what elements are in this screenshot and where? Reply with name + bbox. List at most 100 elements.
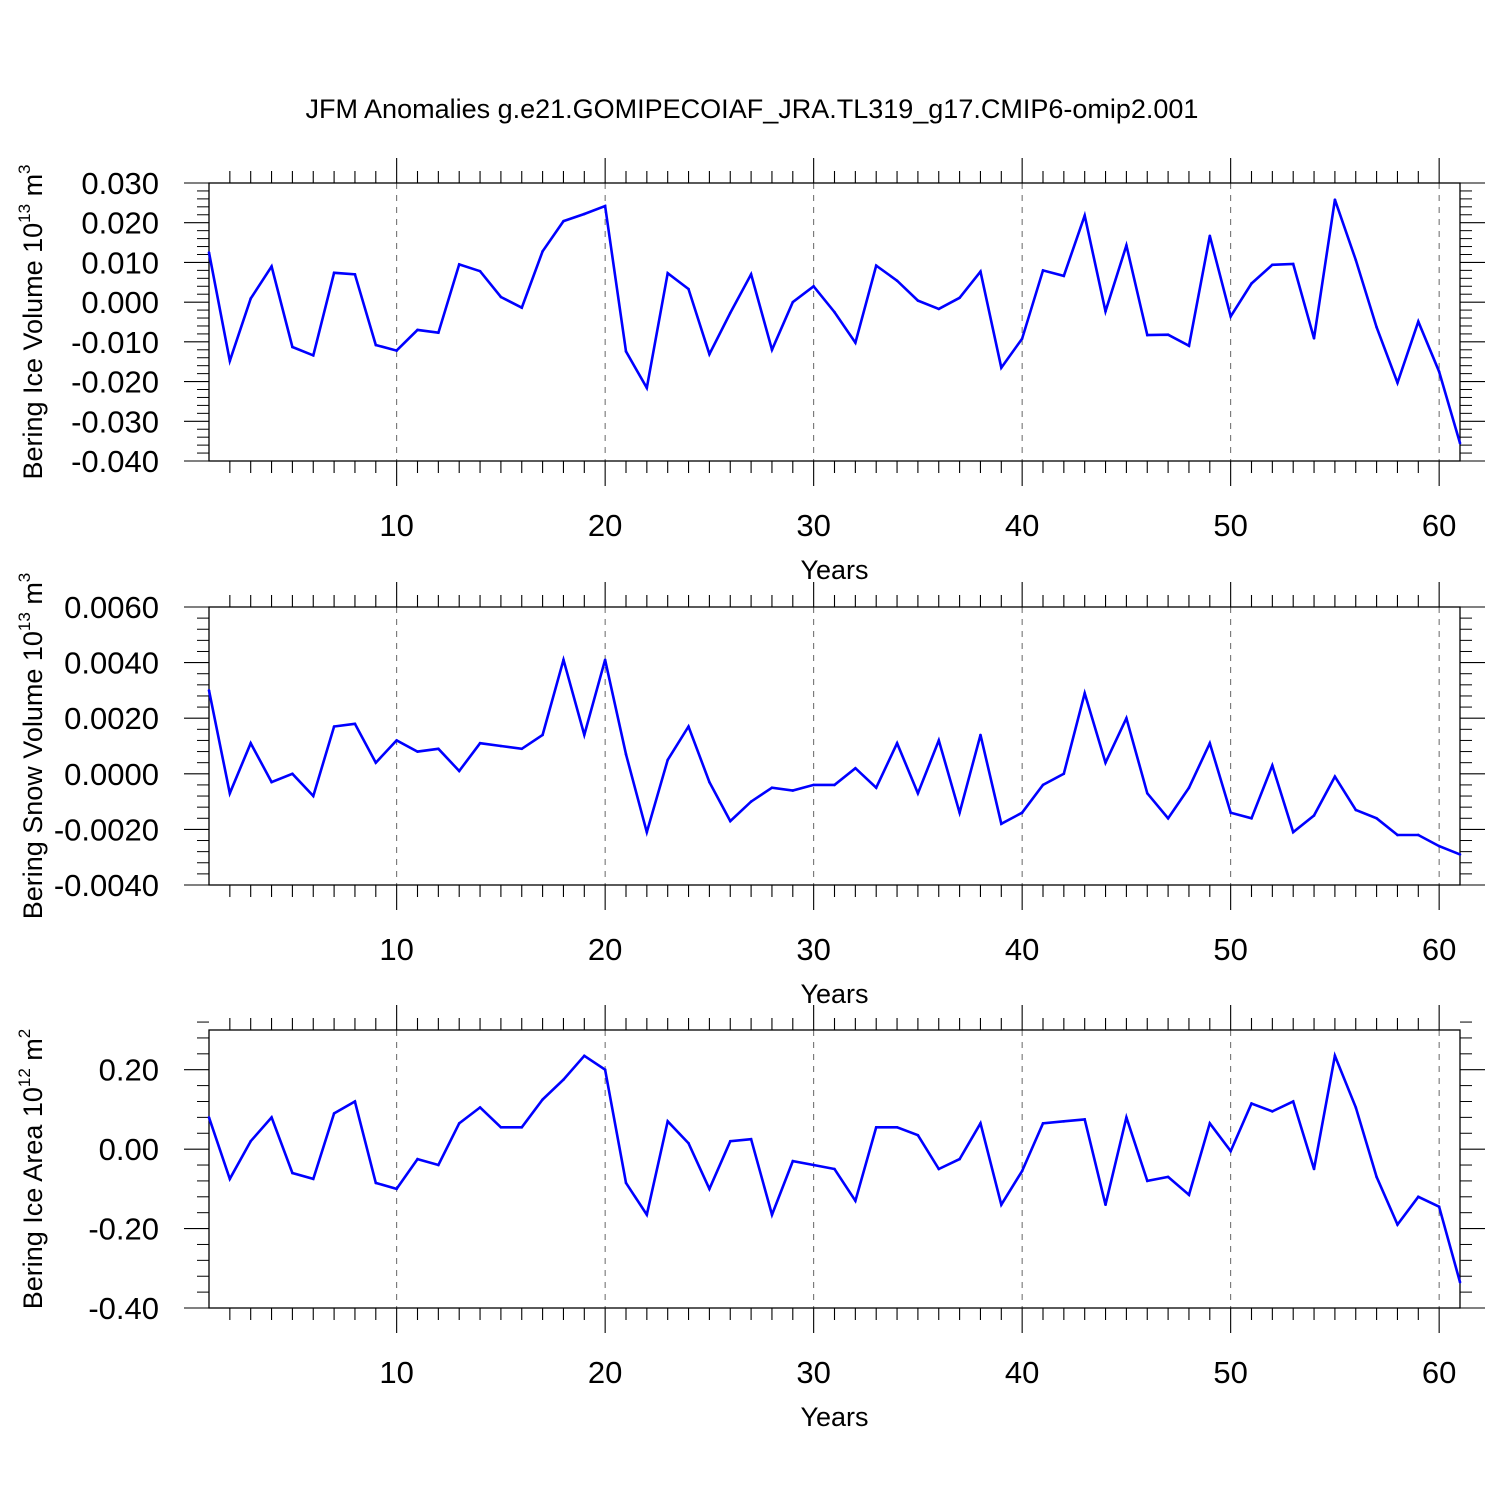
data-point: [478, 741, 482, 745]
y-tick-label: 0.0060: [64, 590, 159, 625]
data-point: [749, 800, 753, 803]
data-point: [1083, 1118, 1086, 1121]
data-point: [624, 753, 628, 756]
data-point: [228, 791, 232, 795]
data-point: [603, 1068, 607, 1072]
data-point: [374, 1181, 378, 1185]
data-point: [645, 386, 649, 390]
data-point: [603, 204, 607, 208]
data-point: [1208, 234, 1212, 238]
y-tick-label: -0.20: [88, 1212, 159, 1247]
data-point: [916, 1133, 920, 1137]
data-point: [520, 1126, 524, 1129]
data-point: [1354, 1106, 1358, 1109]
data-point: [228, 1177, 232, 1181]
data-point: [1083, 214, 1086, 217]
data-point: [311, 354, 315, 357]
y-tick-label: -0.040: [71, 444, 159, 479]
x-tick-label: 50: [1213, 1355, 1247, 1390]
data-point: [249, 1139, 252, 1143]
panel-2: 10 20 30 40 50 60 Years -0.0040 -0.0020 0.0000 0.0…: [15, 573, 1485, 1009]
data-point: [1312, 1167, 1316, 1171]
y-tick-label: 0.010: [81, 245, 159, 280]
data-point: [916, 299, 920, 302]
y-tick-label: 0.0040: [64, 646, 159, 681]
data-point: [374, 761, 378, 764]
data-point: [1000, 1203, 1003, 1207]
data-point: [791, 1159, 795, 1163]
data-point: [1437, 370, 1441, 373]
x-tick-label: 40: [1005, 932, 1039, 967]
data-point: [1291, 830, 1295, 834]
x-tick-label: 60: [1422, 508, 1456, 543]
data-point: [728, 311, 732, 315]
data-point: [270, 1116, 273, 1119]
data-points: [207, 198, 1462, 445]
data-point: [1208, 1122, 1212, 1125]
data-point: [812, 284, 815, 288]
y-tick-label: 0.00: [99, 1132, 159, 1167]
data-point: [1000, 822, 1003, 826]
data-point: [708, 1187, 711, 1191]
data-point: [1062, 772, 1066, 776]
data-point: [1104, 1203, 1107, 1207]
data-point: [1354, 808, 1358, 812]
data-point: [979, 1122, 982, 1125]
data-point: [1354, 258, 1358, 262]
y-axis: -0.040 -0.030 -0.020 -0.010 0.000 0.010 0.020 0…: [71, 166, 1485, 479]
data-point: [1104, 309, 1107, 313]
data-point: [499, 1126, 503, 1129]
x-tick-label: 20: [588, 1355, 622, 1390]
data-point: [520, 747, 524, 751]
x-tick-label: 30: [796, 508, 830, 543]
data-point: [770, 1213, 774, 1216]
data-point: [1375, 1175, 1378, 1179]
y-tick-label: -0.0020: [54, 812, 159, 847]
data-point: [812, 1163, 815, 1167]
x-tick-label: 20: [588, 508, 622, 543]
data-point: [1020, 1169, 1024, 1173]
data-point: [1125, 716, 1128, 720]
data-point: [1458, 441, 1462, 445]
data-point: [499, 744, 503, 748]
data-point: [749, 1137, 753, 1141]
data-point: [416, 1157, 419, 1161]
data-point: [1271, 1110, 1274, 1113]
y-axis-title: Bering Snow Volume 1013 m3: [15, 573, 48, 920]
data-point: [1417, 1195, 1420, 1199]
data-point: [770, 348, 774, 352]
data-point: [562, 219, 565, 223]
y-tick-label: 0.030: [81, 166, 159, 201]
data-point: [1104, 761, 1107, 764]
data-point: [1437, 1205, 1441, 1209]
data-point: [1041, 1122, 1045, 1125]
y-axis-title: Bering Ice Area 1012 m2: [15, 1029, 48, 1310]
data-point: [437, 331, 440, 335]
data-point: [1437, 844, 1441, 848]
data-point: [1375, 325, 1378, 329]
data-point: [1020, 337, 1024, 340]
data-point: [457, 1122, 461, 1125]
y-tick-label: 0.0020: [64, 701, 159, 736]
data-point: [979, 270, 982, 273]
x-tick-label: 30: [796, 1355, 830, 1390]
data-point: [854, 766, 857, 770]
data-point: [499, 295, 503, 299]
data-point: [1333, 775, 1337, 778]
data-point: [583, 733, 586, 737]
x-tick-label: 60: [1422, 1355, 1456, 1390]
data-point: [353, 273, 357, 276]
data-point: [416, 750, 419, 753]
y-axis: -0.0040 -0.0020 0.0000 0.0020 0.0040 0.0060: [54, 590, 1485, 903]
data-point: [291, 772, 294, 776]
y-tick-label: -0.030: [71, 404, 159, 439]
data-point: [353, 722, 357, 726]
data-point: [249, 741, 252, 745]
data-point: [1417, 833, 1420, 837]
data-point: [791, 300, 795, 304]
x-axis-title: Years: [800, 979, 868, 1009]
x-tick-label: 60: [1422, 932, 1456, 967]
data-point: [854, 1199, 857, 1203]
data-point: [937, 739, 941, 742]
